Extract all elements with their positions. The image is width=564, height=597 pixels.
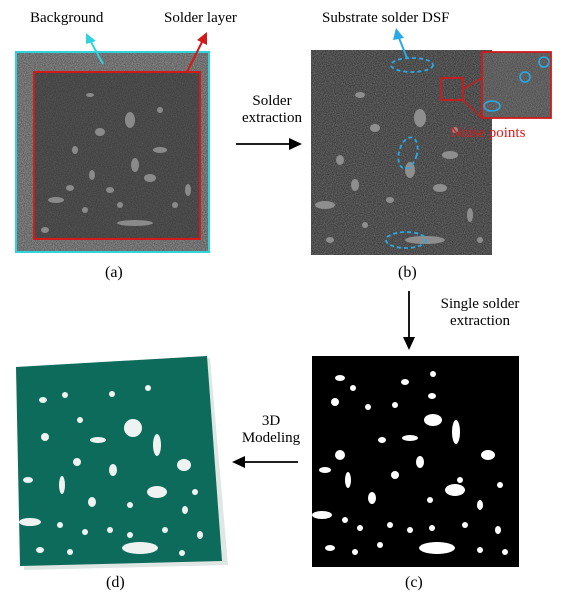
caption-a: (a) bbox=[105, 264, 123, 281]
background-outline bbox=[15, 51, 210, 253]
background-pointer-arrow bbox=[86, 33, 104, 65]
panel-b-image bbox=[311, 50, 492, 255]
solder-extraction-line-1: Solder bbox=[252, 93, 292, 109]
panel-c-mask-image bbox=[312, 356, 519, 567]
caption-b: (b) bbox=[398, 264, 417, 281]
noise-points-label: Noise points bbox=[450, 125, 526, 141]
solder-layer-label: Solder layer bbox=[164, 10, 237, 26]
3d-modeling-label: 3D Modeling bbox=[238, 413, 304, 447]
background-label: Background bbox=[30, 10, 104, 26]
3d-modeling-line-1: 3D bbox=[261, 413, 281, 429]
solder-extraction-arrow bbox=[236, 138, 302, 150]
single-solder-extraction-arrow bbox=[403, 291, 415, 350]
solder-layer-pointer-arrow bbox=[186, 32, 207, 73]
single-solder-extraction-line-2: extraction bbox=[450, 313, 510, 329]
dsf-pointer-arrow bbox=[393, 28, 408, 59]
panel-b-solder-dots bbox=[315, 92, 483, 244]
panel-c-solder-blobs bbox=[312, 371, 508, 555]
solder-extraction-label: Solder extraction bbox=[236, 93, 308, 127]
panel-d-3d-model bbox=[16, 356, 228, 570]
solder-layer-outline bbox=[33, 71, 201, 240]
panel-a-image bbox=[15, 51, 210, 253]
single-solder-extraction-line-1: Single solder bbox=[440, 296, 520, 312]
solder-extraction-line-2: extraction bbox=[242, 110, 302, 126]
dsf-ellipses bbox=[385, 57, 434, 249]
caption-d: (d) bbox=[106, 574, 125, 591]
noise-zoom-inset bbox=[440, 51, 552, 119]
3d-modeling-line-2: Modeling bbox=[241, 430, 301, 446]
substrate-solder-dsf-label: Substrate solder DSF bbox=[322, 10, 450, 26]
single-solder-extraction-label: Single solder extraction bbox=[420, 296, 540, 330]
panel-d-solder-blobs bbox=[19, 385, 203, 556]
caption-c: (c) bbox=[405, 574, 423, 591]
panel-a-solder-dots bbox=[41, 93, 191, 233]
3d-modeling-arrow bbox=[232, 456, 298, 468]
